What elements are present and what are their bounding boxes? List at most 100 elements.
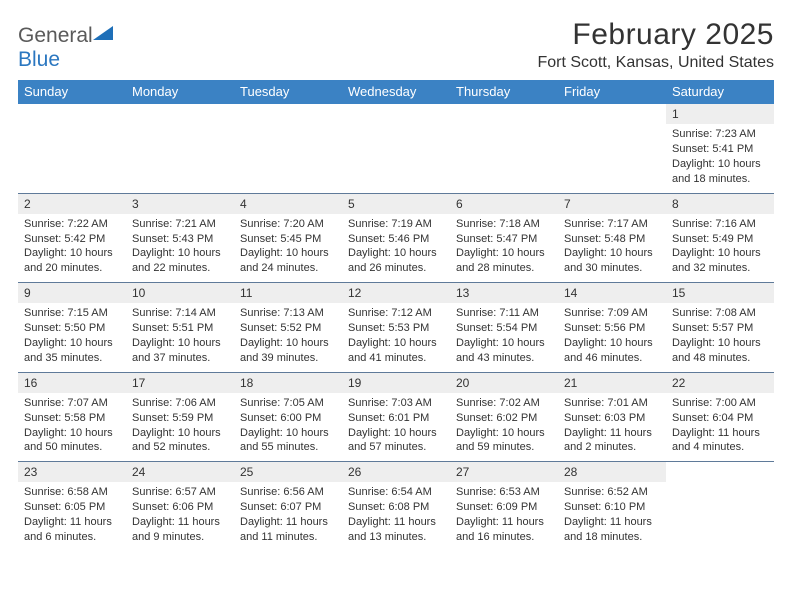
- day-info: Sunrise: 7:17 AM Sunset: 5:48 PM Dayligh…: [564, 217, 660, 276]
- day-cell: 14Sunrise: 7:09 AM Sunset: 5:56 PM Dayli…: [558, 283, 666, 372]
- day-number: 4: [234, 194, 342, 214]
- weekday-monday: Monday: [126, 80, 234, 104]
- weeks-container: ......1Sunrise: 7:23 AM Sunset: 5:41 PM …: [18, 104, 774, 551]
- weekday-tuesday: Tuesday: [234, 80, 342, 104]
- day-number: 3: [126, 194, 234, 214]
- day-info: Sunrise: 6:58 AM Sunset: 6:05 PM Dayligh…: [24, 485, 120, 544]
- day-number: 6: [450, 194, 558, 214]
- day-cell: 3 Sunrise: 7:21 AM Sunset: 5:43 PM Daylig…: [126, 194, 234, 283]
- weekday-saturday: Saturday: [666, 80, 774, 104]
- day-info: Sunrise: 7:20 AM Sunset: 5:45 PM Dayligh…: [240, 217, 336, 276]
- day-info: Sunrise: 7:01 AM Sunset: 6:03 PM Dayligh…: [564, 396, 660, 455]
- day-number: 21: [558, 373, 666, 393]
- title-block: February 2025 Fort Scott, Kansas, United…: [537, 18, 774, 72]
- day-number: 2: [18, 194, 126, 214]
- weekday-thursday: Thursday: [450, 80, 558, 104]
- sail-icon: [93, 24, 115, 42]
- day-info: Sunrise: 7:00 AM Sunset: 6:04 PM Dayligh…: [672, 396, 768, 455]
- day-cell: 20 Sunrise: 7:02 AM Sunset: 6:02 PM Dayli…: [450, 373, 558, 462]
- day-cell: 9 Sunrise: 7:15 AM Sunset: 5:50 PM Daylig…: [18, 283, 126, 372]
- day-info: Sunrise: 7:05 AM Sunset: 6:00 PM Dayligh…: [240, 396, 336, 455]
- day-cell: 12 Sunrise: 7:12 AM Sunset: 5:53 PM Dayli…: [342, 283, 450, 372]
- day-number: 8: [666, 194, 774, 214]
- day-info: Sunrise: 7:12 AM Sunset: 5:53 PM Dayligh…: [348, 306, 444, 365]
- day-info: Sunrise: 7:23 AM Sunset: 5:41 PM Dayligh…: [672, 127, 768, 186]
- day-cell: 19 Sunrise: 7:03 AM Sunset: 6:01 PM Dayli…: [342, 373, 450, 462]
- day-cell: 25Sunrise: 6:56 AM Sunset: 6:07 PM Dayli…: [234, 462, 342, 551]
- day-number: 15: [666, 283, 774, 303]
- day-number: 27: [450, 462, 558, 482]
- brand-logo: General Blue: [18, 18, 115, 72]
- day-info: Sunrise: 7:13 AM Sunset: 5:52 PM Dayligh…: [240, 306, 336, 365]
- day-cell: .: [234, 104, 342, 193]
- day-number: 26: [342, 462, 450, 482]
- day-cell: 21 Sunrise: 7:01 AM Sunset: 6:03 PM Dayli…: [558, 373, 666, 462]
- weekday-sunday: Sunday: [18, 80, 126, 104]
- day-number: 10: [126, 283, 234, 303]
- day-number: 19: [342, 373, 450, 393]
- week-row: ......1Sunrise: 7:23 AM Sunset: 5:41 PM …: [18, 104, 774, 194]
- weekday-header: Sunday Monday Tuesday Wednesday Thursday…: [18, 80, 774, 104]
- day-cell: .: [18, 104, 126, 193]
- day-number: 28: [558, 462, 666, 482]
- day-number: 24: [126, 462, 234, 482]
- day-number: 20: [450, 373, 558, 393]
- day-cell: 26 Sunrise: 6:54 AM Sunset: 6:08 PM Dayli…: [342, 462, 450, 551]
- day-cell: .: [126, 104, 234, 193]
- day-number: 9: [18, 283, 126, 303]
- day-info: Sunrise: 7:18 AM Sunset: 5:47 PM Dayligh…: [456, 217, 552, 276]
- day-number: 11: [234, 283, 342, 303]
- day-cell: 8 Sunrise: 7:16 AM Sunset: 5:49 PM Daylig…: [666, 194, 774, 283]
- day-number: 17: [126, 373, 234, 393]
- day-info: Sunrise: 6:57 AM Sunset: 6:06 PM Dayligh…: [132, 485, 228, 544]
- day-cell: 4 Sunrise: 7:20 AM Sunset: 5:45 PM Daylig…: [234, 194, 342, 283]
- day-info: Sunrise: 7:22 AM Sunset: 5:42 PM Dayligh…: [24, 217, 120, 276]
- day-number: 16: [18, 373, 126, 393]
- page-header: General Blue February 2025 Fort Scott, K…: [18, 18, 774, 72]
- day-cell: 22 Sunrise: 7:00 AM Sunset: 6:04 PM Dayli…: [666, 373, 774, 462]
- day-number: 5: [342, 194, 450, 214]
- day-cell: .: [558, 104, 666, 193]
- day-cell: 10Sunrise: 7:14 AM Sunset: 5:51 PM Dayli…: [126, 283, 234, 372]
- day-cell: 2 Sunrise: 7:22 AM Sunset: 5:42 PM Daylig…: [18, 194, 126, 283]
- day-info: Sunrise: 7:02 AM Sunset: 6:02 PM Dayligh…: [456, 396, 552, 455]
- week-row: 9 Sunrise: 7:15 AM Sunset: 5:50 PM Daylig…: [18, 283, 774, 373]
- day-cell: 27 Sunrise: 6:53 AM Sunset: 6:09 PM Dayli…: [450, 462, 558, 551]
- day-cell: 16 Sunrise: 7:07 AM Sunset: 5:58 PM Dayli…: [18, 373, 126, 462]
- day-number: 18: [234, 373, 342, 393]
- day-cell: 13Sunrise: 7:11 AM Sunset: 5:54 PM Dayli…: [450, 283, 558, 372]
- day-info: Sunrise: 6:52 AM Sunset: 6:10 PM Dayligh…: [564, 485, 660, 544]
- day-info: Sunrise: 7:15 AM Sunset: 5:50 PM Dayligh…: [24, 306, 120, 365]
- weekday-wednesday: Wednesday: [342, 80, 450, 104]
- day-info: Sunrise: 7:08 AM Sunset: 5:57 PM Dayligh…: [672, 306, 768, 365]
- day-cell: .: [342, 104, 450, 193]
- day-info: Sunrise: 7:07 AM Sunset: 5:58 PM Dayligh…: [24, 396, 120, 455]
- day-info: Sunrise: 7:06 AM Sunset: 5:59 PM Dayligh…: [132, 396, 228, 455]
- calendar: Sunday Monday Tuesday Wednesday Thursday…: [18, 80, 774, 551]
- day-info: Sunrise: 7:09 AM Sunset: 5:56 PM Dayligh…: [564, 306, 660, 365]
- day-number: 22: [666, 373, 774, 393]
- day-cell: 15 Sunrise: 7:08 AM Sunset: 5:57 PM Dayli…: [666, 283, 774, 372]
- day-number: 25: [234, 462, 342, 482]
- brand-word1: General: [18, 24, 93, 47]
- location-line: Fort Scott, Kansas, United States: [537, 54, 774, 72]
- day-number: 12: [342, 283, 450, 303]
- day-info: Sunrise: 7:21 AM Sunset: 5:43 PM Dayligh…: [132, 217, 228, 276]
- day-number: 7: [558, 194, 666, 214]
- day-cell: 6 Sunrise: 7:18 AM Sunset: 5:47 PM Daylig…: [450, 194, 558, 283]
- day-info: Sunrise: 7:16 AM Sunset: 5:49 PM Dayligh…: [672, 217, 768, 276]
- day-cell: 28 Sunrise: 6:52 AM Sunset: 6:10 PM Dayli…: [558, 462, 666, 551]
- week-row: 16 Sunrise: 7:07 AM Sunset: 5:58 PM Dayli…: [18, 373, 774, 463]
- day-number: 23: [18, 462, 126, 482]
- week-row: 2 Sunrise: 7:22 AM Sunset: 5:42 PM Daylig…: [18, 194, 774, 284]
- day-cell: .: [450, 104, 558, 193]
- brand-word2: Blue: [18, 48, 60, 71]
- day-info: Sunrise: 6:53 AM Sunset: 6:09 PM Dayligh…: [456, 485, 552, 544]
- day-info: Sunrise: 7:03 AM Sunset: 6:01 PM Dayligh…: [348, 396, 444, 455]
- day-cell: 23 Sunrise: 6:58 AM Sunset: 6:05 PM Dayli…: [18, 462, 126, 551]
- day-cell: 24 Sunrise: 6:57 AM Sunset: 6:06 PM Dayli…: [126, 462, 234, 551]
- day-cell: 7 Sunrise: 7:17 AM Sunset: 5:48 PM Daylig…: [558, 194, 666, 283]
- day-cell: 11 Sunrise: 7:13 AM Sunset: 5:52 PM Dayli…: [234, 283, 342, 372]
- day-info: Sunrise: 6:54 AM Sunset: 6:08 PM Dayligh…: [348, 485, 444, 544]
- weekday-friday: Friday: [558, 80, 666, 104]
